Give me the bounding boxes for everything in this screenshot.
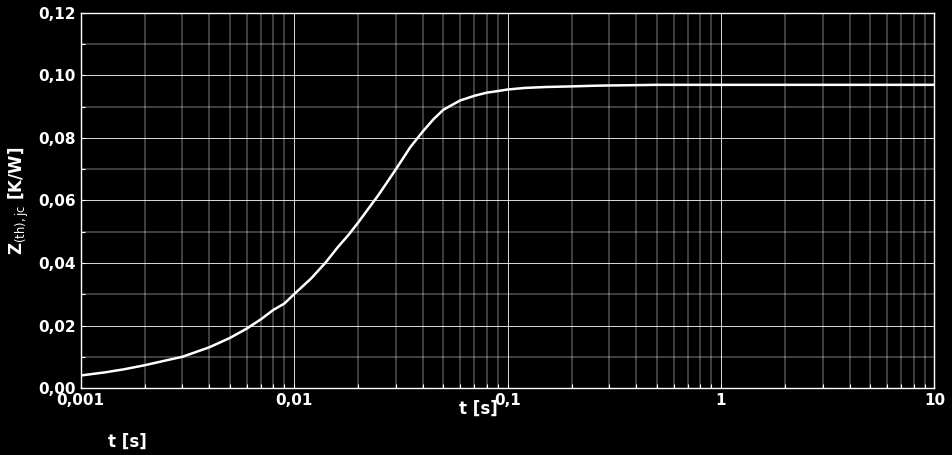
Y-axis label: Z$_\mathsf{(th),jc}$ [K/W]: Z$_\mathsf{(th),jc}$ [K/W] (7, 147, 31, 254)
Text: t [s]: t [s] (459, 399, 498, 418)
Text: t [s]: t [s] (109, 433, 148, 451)
